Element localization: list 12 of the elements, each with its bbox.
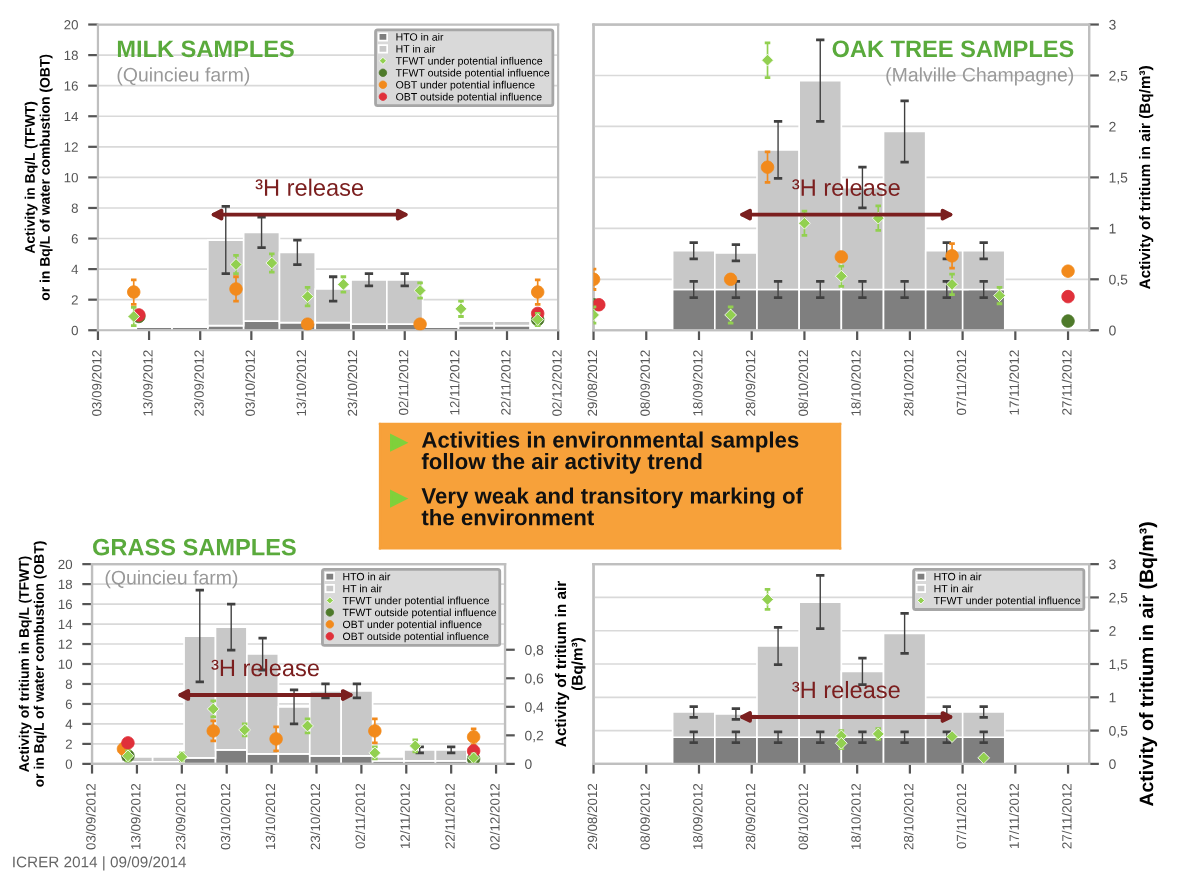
text: Very weak and transitory marking of the environment bbox=[421, 487, 804, 526]
text: OAK TREE SAMPLES bbox=[832, 40, 1074, 58]
chart-subtitle: (Quincieu farm) bbox=[105, 570, 238, 589]
chart-title: GRASS SAMPLES bbox=[93, 538, 296, 556]
text: (Quincieu farm) bbox=[117, 67, 250, 86]
y2-axis-title: Activity of tritium in air (Bq/m³) bbox=[1139, 522, 1158, 807]
annotation: ³H release bbox=[792, 680, 900, 699]
text: Activities in environmental samples follow the air activity trend bbox=[421, 431, 799, 474]
text: (Malville Champagne) bbox=[886, 67, 1074, 86]
text: MILK SAMPLES bbox=[117, 40, 294, 58]
annotation: ³H release bbox=[255, 178, 364, 196]
annotation: ³H release bbox=[211, 658, 319, 677]
